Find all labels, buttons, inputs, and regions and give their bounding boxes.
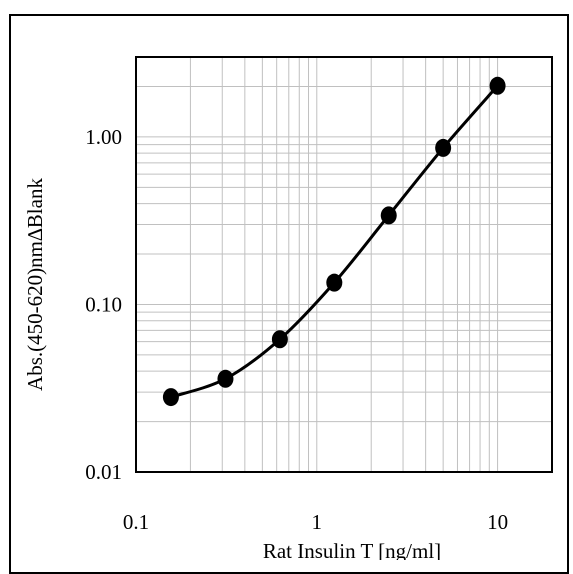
data-point	[217, 369, 234, 388]
data-point	[326, 273, 343, 292]
data-point	[380, 206, 397, 225]
grid	[136, 57, 552, 472]
data-point	[271, 330, 288, 349]
x-tick-label: 10	[487, 510, 508, 534]
x-tick-label: 0.1	[123, 510, 149, 534]
data-point	[435, 138, 452, 157]
y-tick-label: 0.01	[85, 460, 122, 484]
x-tick-labels: 0.1 1 10	[123, 510, 508, 534]
y-tick-label: 1.00	[85, 125, 122, 149]
data-point	[489, 76, 506, 95]
x-tick-label: 1	[312, 510, 323, 534]
plot-area	[135, 56, 553, 473]
data-point	[162, 388, 179, 407]
y-tick-label: 0.10	[85, 292, 122, 316]
y-axis-title: Abs.(450-620)nm∆Blank	[23, 178, 47, 391]
x-axis-title: Rat Insulin T [ng/ml]	[263, 539, 441, 560]
data-points	[162, 76, 506, 407]
chart-svg: 0.01 0.10 1.00 0.1 1 10 Rat Insulin T [ng/ml…	[23, 56, 553, 560]
y-tick-labels: 0.01 0.10 1.00	[85, 125, 122, 484]
series-line	[170, 84, 499, 399]
